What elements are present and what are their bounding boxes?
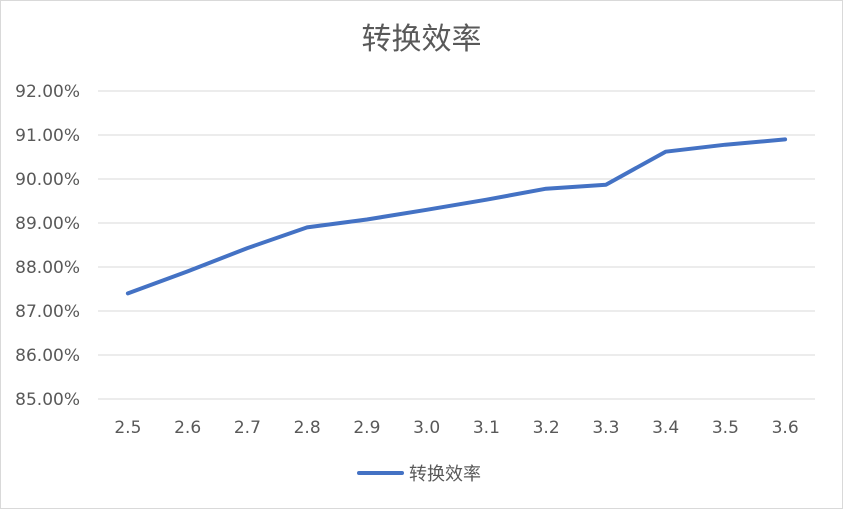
- x-tick-label: 3.2: [533, 418, 560, 438]
- y-tick-label: 88.00%: [15, 258, 80, 278]
- y-tick-label: 90.00%: [15, 170, 80, 190]
- y-tick-label: 92.00%: [15, 82, 80, 102]
- x-tick-label: 3.6: [772, 418, 799, 438]
- legend: 转换效率: [357, 464, 481, 485]
- x-tick-label: 2.6: [174, 418, 201, 438]
- x-tick-label: 2.7: [234, 418, 261, 438]
- y-tick-label: 87.00%: [15, 302, 80, 322]
- x-tick-label: 2.8: [294, 418, 321, 438]
- chart-title: 转换效率: [361, 22, 482, 57]
- x-tick-label: 2.5: [114, 418, 141, 438]
- x-tick-label: 3.1: [473, 418, 500, 438]
- series-line: [125, 137, 788, 296]
- x-axis-labels: 2.5 2.6 2.7 2.8 2.9 3.0 3.1 3.2 3.3 3.4 3.5 3.6: [114, 418, 798, 438]
- x-tick-label: 3.4: [652, 418, 679, 438]
- x-tick-label: 2.9: [353, 418, 380, 438]
- x-tick-label: 3.3: [592, 418, 619, 438]
- legend-label: 转换效率: [409, 464, 481, 485]
- y-tick-label: 89.00%: [15, 214, 80, 234]
- y-tick-label: 91.00%: [15, 126, 80, 146]
- y-axis-labels: 85.00% 86.00% 87.00% 88.00% 89.00% 90.00% 91.0…: [15, 82, 80, 410]
- gridlines: [98, 90, 815, 400]
- x-tick-label: 3.5: [712, 418, 739, 438]
- series-lines: [125, 137, 788, 296]
- x-tick-label: 3.0: [413, 418, 440, 438]
- y-tick-label: 85.00%: [15, 390, 80, 410]
- y-tick-label: 86.00%: [15, 346, 80, 366]
